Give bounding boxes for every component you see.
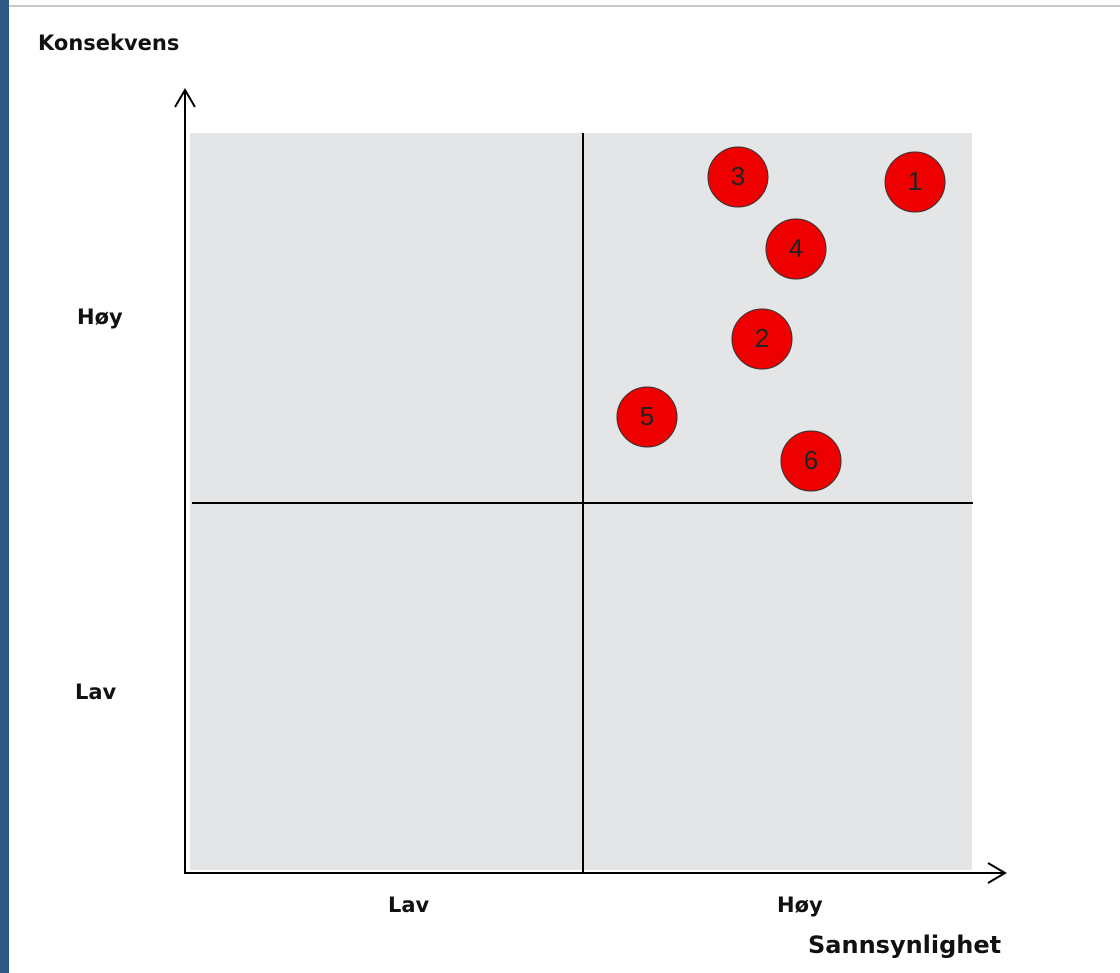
y-level: Høy [77, 305, 123, 329]
risk-label: 4 [789, 233, 803, 263]
risk-label: 5 [640, 401, 654, 431]
x-axis-title: Sannsynlighet [808, 931, 1001, 959]
risk-circle [765, 218, 827, 280]
x-level: Lav [388, 893, 430, 917]
risk-circle [780, 430, 842, 492]
x-arrow [987, 862, 1007, 884]
y-arrow [174, 88, 196, 108]
risk-label: 2 [755, 323, 769, 353]
matrix-area [190, 133, 972, 870]
risk-circle [616, 386, 678, 448]
risk-label: 1 [908, 166, 922, 196]
y-level: Lav [75, 680, 117, 704]
x-level: Høy [777, 893, 823, 917]
risk-label: 3 [731, 161, 745, 191]
left-edge [0, 0, 9, 973]
risk-circle [731, 308, 793, 370]
y-axis-title: Konsekvens [38, 31, 179, 55]
risk-circle [707, 146, 769, 208]
risk-circle [884, 151, 946, 213]
risk-points: 3 1 4 2 5 6 [616, 146, 946, 492]
risk-label: 6 [804, 445, 818, 475]
